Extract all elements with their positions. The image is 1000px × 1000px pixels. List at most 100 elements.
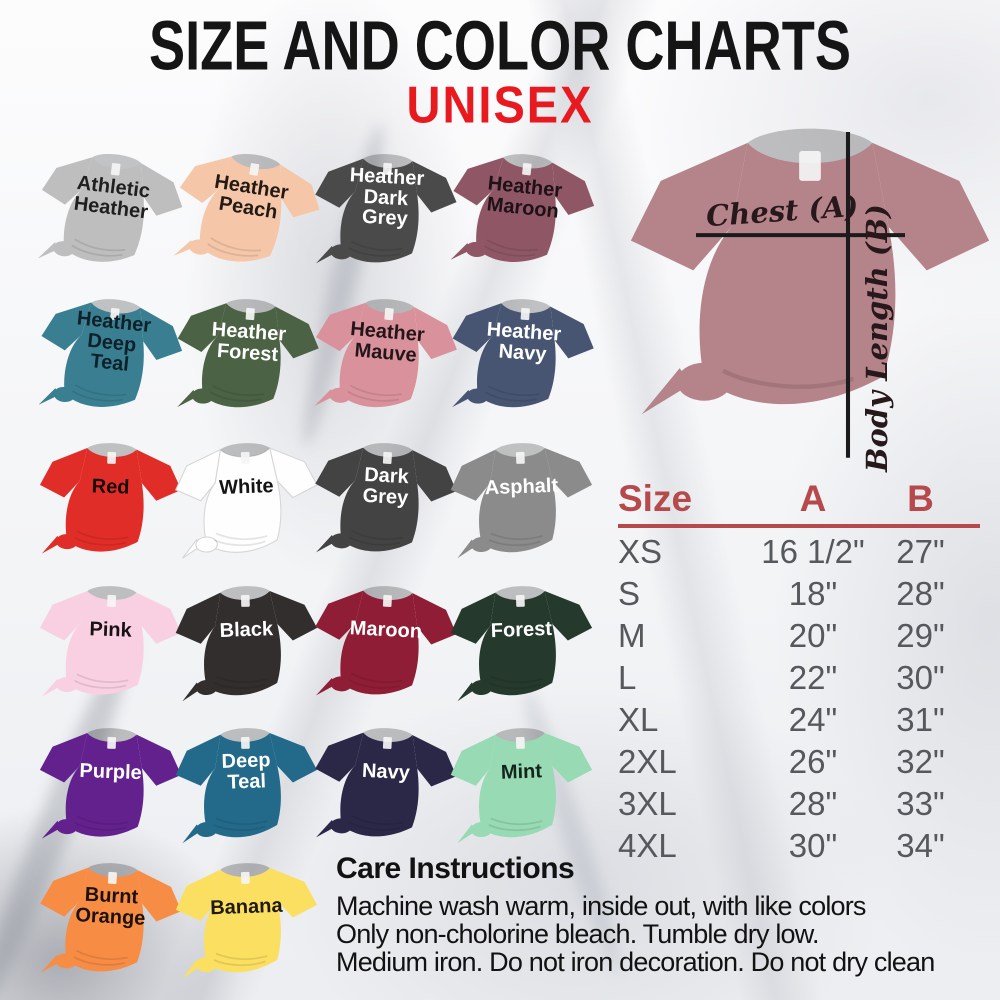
tshirt-icon bbox=[314, 299, 457, 408]
length-value-cell: 27" bbox=[896, 533, 945, 570]
brand-tag bbox=[384, 307, 394, 321]
collar-shade bbox=[495, 443, 545, 457]
tshirt-icon bbox=[39, 443, 182, 554]
color-swatch-shirt: Heather Navy bbox=[442, 283, 602, 438]
color-name-label: Purple bbox=[79, 759, 143, 784]
size-cell: XL bbox=[618, 701, 659, 738]
color-swatch-shirt: Heather Peach bbox=[162, 132, 333, 299]
size-chart-table: Size A B XS 16 1/2" 27" S 18" 28" M 20" … bbox=[618, 478, 980, 867]
color-swatch-shirt: Heather Mauve bbox=[304, 282, 466, 440]
tshirt-icon bbox=[450, 586, 593, 702]
brand-tag bbox=[515, 594, 525, 607]
color-swatch-shirt: Athletic Heather bbox=[27, 134, 194, 296]
color-name-label: Red bbox=[91, 475, 130, 499]
color-swatch-shirt: Red bbox=[33, 429, 188, 579]
chest-value-cell: 20" bbox=[788, 617, 838, 654]
tshirt-icon bbox=[450, 154, 595, 262]
page-title: SIZE AND COLOR CHARTS bbox=[149, 7, 851, 86]
tshirt-icon bbox=[450, 728, 593, 844]
size-chart-row: 3XL 28" 33" bbox=[618, 783, 980, 825]
collar-shade bbox=[363, 728, 413, 742]
tshirt-icon bbox=[450, 443, 593, 559]
tshirt-icon bbox=[315, 443, 457, 553]
tshirt-icon bbox=[175, 443, 318, 559]
color-swatch-shirt: Heather Dark Grey bbox=[306, 139, 463, 292]
length-value-cell: 30" bbox=[896, 659, 945, 696]
collar-shade bbox=[87, 443, 137, 457]
color-swatch-shirt: Deep Teal bbox=[170, 714, 325, 864]
length-value-cell: 32" bbox=[896, 743, 945, 780]
color-name-label: Pink bbox=[89, 617, 133, 642]
tshirt-icon bbox=[315, 154, 457, 264]
size-chart-row: 4XL 30" 34" bbox=[618, 825, 980, 867]
collar-shade bbox=[220, 863, 270, 877]
tshirt-icon bbox=[39, 728, 182, 839]
subtitle-unisex: UNISEX bbox=[406, 75, 594, 134]
size-cell: 3XL bbox=[618, 785, 677, 822]
header-divider bbox=[618, 524, 980, 528]
tshirt-icon bbox=[315, 728, 457, 838]
chest-value-cell: 18" bbox=[788, 575, 838, 612]
collar-shade bbox=[747, 128, 873, 164]
tshirt-icon bbox=[175, 586, 318, 702]
length-value-cell: 33" bbox=[896, 785, 945, 822]
brand-tag bbox=[240, 451, 250, 464]
care-line: Medium iron. Do not iron decoration. Do … bbox=[336, 947, 935, 977]
color-name-label: Heather Mauve bbox=[349, 318, 426, 367]
size-cell: XS bbox=[618, 533, 663, 570]
collar-shade bbox=[88, 863, 138, 877]
brand-tag bbox=[515, 451, 525, 464]
chest-value-cell: 16 1/2" bbox=[761, 533, 865, 570]
collar-shade bbox=[87, 728, 137, 742]
header-size: Size bbox=[618, 478, 693, 519]
size-chart-row: L 22" 30" bbox=[618, 657, 980, 699]
chest-value-cell: 30" bbox=[788, 827, 838, 864]
collar-shade bbox=[220, 728, 270, 742]
size-chart-row: 2XL 26" 32" bbox=[618, 741, 980, 783]
care-heading: Care Instructions bbox=[336, 852, 575, 885]
color-name-label: Asphalt bbox=[484, 474, 559, 499]
chest-value-cell: 26" bbox=[788, 743, 838, 780]
color-name-label: Maroon bbox=[349, 616, 423, 643]
brand-tag bbox=[382, 451, 392, 465]
brand-tag bbox=[382, 162, 392, 176]
collar-shade bbox=[363, 443, 413, 457]
brand-tag bbox=[240, 736, 250, 749]
brand-tag bbox=[382, 594, 392, 608]
color-swatch-shirt: White bbox=[170, 429, 325, 579]
color-swatch-shirt: Mint bbox=[445, 714, 600, 864]
color-swatch-shirt: Heather Forest bbox=[167, 283, 327, 438]
collar-shade bbox=[501, 299, 551, 313]
length-value-cell: 34" bbox=[896, 827, 945, 864]
brand-tag bbox=[799, 151, 821, 181]
color-name-label: Deep Teal bbox=[221, 749, 271, 794]
color-swatch-shirt: Purple bbox=[33, 714, 188, 864]
brand-tag bbox=[249, 163, 260, 176]
collar-shade bbox=[365, 299, 415, 314]
color-swatch-shirt: Pink bbox=[33, 572, 188, 722]
collar-shade bbox=[87, 586, 137, 600]
brand-tag bbox=[520, 307, 530, 321]
collar-shade bbox=[220, 586, 270, 600]
tshirt-icon bbox=[38, 299, 183, 407]
body-length-measure-label: Body Length (B) bbox=[860, 204, 894, 472]
color-name-label: Heather Forest bbox=[211, 318, 287, 367]
length-value-cell: 31" bbox=[896, 701, 945, 738]
collar-shade bbox=[91, 299, 141, 314]
tshirt-icon bbox=[173, 154, 320, 262]
brand-tag bbox=[107, 871, 117, 885]
brand-tag bbox=[110, 307, 120, 321]
color-swatch-shirt: Burnt Orange bbox=[31, 848, 188, 1000]
tshirt-icon bbox=[452, 299, 594, 408]
brand-tag bbox=[522, 162, 532, 176]
chest-value-cell: 28" bbox=[788, 785, 838, 822]
measurement-shirt: Chest (A) Body Length (B) bbox=[620, 98, 1000, 472]
collar-shade bbox=[363, 154, 413, 168]
measurement-tshirt-icon bbox=[630, 128, 990, 458]
color-swatch-shirt: Navy bbox=[306, 713, 463, 866]
header-b: B bbox=[907, 478, 934, 519]
color-swatch-shirt: Black bbox=[170, 572, 325, 722]
brand-tag bbox=[240, 871, 250, 884]
color-name-label: Burnt Orange bbox=[74, 884, 146, 930]
